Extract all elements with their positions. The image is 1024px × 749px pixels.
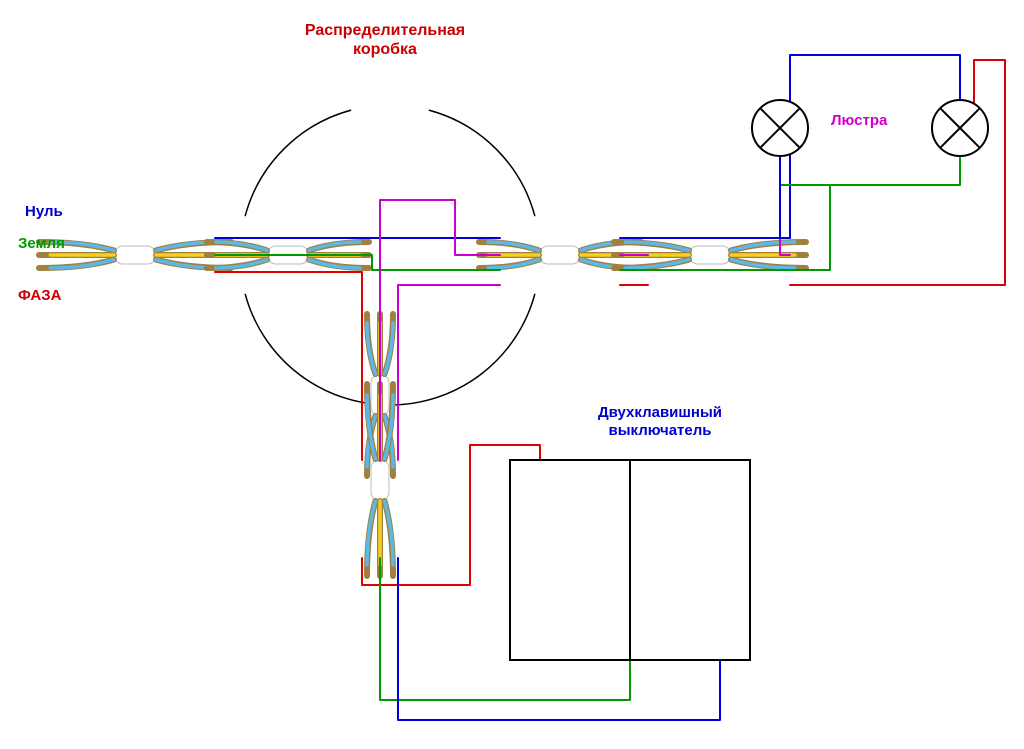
lamp-symbol: [932, 100, 988, 156]
label-switch: выключатель: [609, 422, 712, 439]
label-switch: Двухклавишный: [598, 404, 722, 421]
wiring-diagram: Распределительная коробка Нуль Земля ФАЗА Люс…: [0, 0, 1024, 749]
cable-bundle: [39, 242, 231, 268]
label-chandelier: Люстра: [831, 112, 888, 129]
label-neutral: Нуль: [25, 203, 63, 220]
double-switch: [510, 460, 750, 660]
lamp-symbol: [752, 100, 808, 156]
label-junction_box: Распределительная: [305, 22, 465, 39]
label-phase: ФАЗА: [18, 287, 62, 304]
label-ground: Земля: [18, 235, 65, 252]
label-junction_box: коробка: [353, 41, 417, 58]
